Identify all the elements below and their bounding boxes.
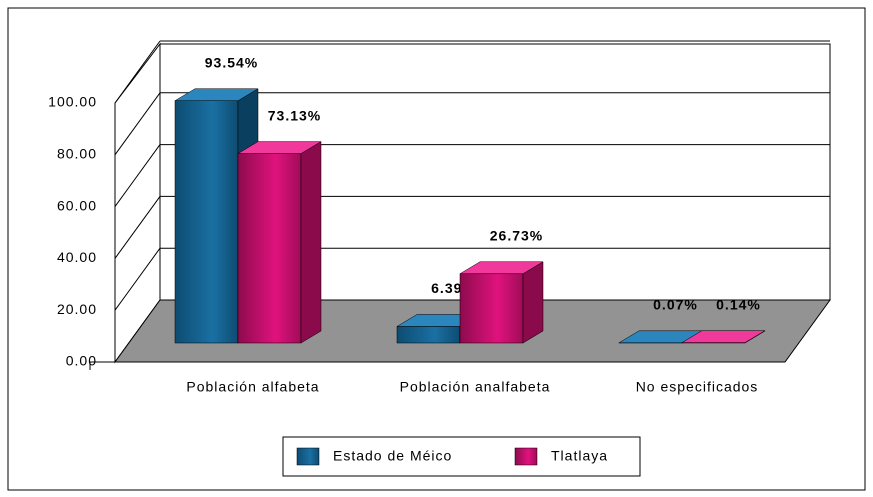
- y-tick-label: 60.00: [57, 197, 97, 213]
- bar-top: [174, 88, 259, 101]
- grid-line: [114, 40, 161, 104]
- value-label: 0.14%: [716, 296, 761, 312]
- y-tick-label: 100.00: [48, 94, 97, 110]
- x-tick-label: No especificados: [636, 379, 759, 395]
- chart-border: [7, 7, 866, 491]
- bar-top: [237, 141, 322, 154]
- y-tick-label: 20.00: [57, 301, 97, 317]
- bar-front: [459, 273, 524, 344]
- grid-line: [114, 196, 161, 259]
- bar-side: [300, 141, 322, 344]
- grid-line: [114, 92, 161, 156]
- value-label: 26.73%: [490, 227, 543, 243]
- x-tick-label: Población analfabeta: [400, 379, 551, 395]
- bar-top: [459, 261, 544, 275]
- legend-label: Estado de Méico: [333, 448, 452, 464]
- grid-line: [114, 247, 161, 311]
- x-tick-label: Población alfabeta: [186, 379, 319, 395]
- bar-front: [396, 326, 461, 344]
- value-label: 93.54%: [205, 54, 258, 70]
- y-tick-label: 40.00: [57, 249, 97, 265]
- bar-front: [237, 153, 302, 344]
- legend-swatch: [296, 447, 320, 466]
- grid-line: [114, 144, 161, 207]
- value-label: 73.13%: [268, 107, 321, 123]
- bar-side: [522, 261, 544, 344]
- legend-label: Tlatlaya: [551, 448, 608, 464]
- legend: [282, 436, 641, 477]
- y-tick-label: 0.00: [66, 353, 97, 369]
- value-label: 0.07%: [653, 297, 698, 313]
- bar-front: [174, 100, 239, 344]
- bar-top: [681, 330, 766, 343]
- y-tick-label: 80.00: [57, 146, 97, 162]
- legend-swatch: [514, 447, 538, 466]
